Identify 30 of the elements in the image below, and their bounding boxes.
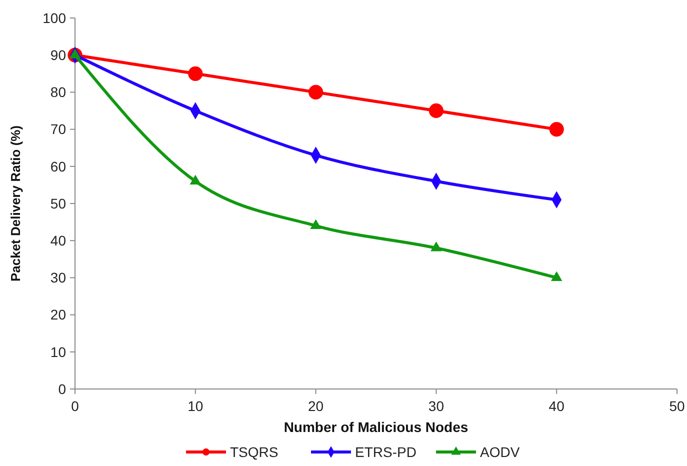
point xyxy=(190,174,202,184)
point xyxy=(308,84,324,100)
y-axis-title: Packet Delivery Ratio (%) xyxy=(8,125,23,282)
x-tick-label: 40 xyxy=(548,398,565,414)
point xyxy=(549,122,564,137)
y-tick-label: 80 xyxy=(50,84,66,100)
x-tick-label: 50 xyxy=(669,398,685,414)
y-tick-label: 50 xyxy=(50,195,66,212)
x-tick-label: 10 xyxy=(188,398,204,414)
y-tick-label: 10 xyxy=(50,344,66,360)
y-tick-label: 20 xyxy=(50,306,66,323)
point xyxy=(188,66,203,81)
y-tick-label: 90 xyxy=(50,47,66,63)
point xyxy=(428,103,444,118)
y-tick-label: 30 xyxy=(50,270,66,286)
legend-label: TSQRS xyxy=(230,444,278,460)
y-tick-label: 60 xyxy=(50,158,66,174)
x-tick-label: 20 xyxy=(308,398,324,414)
y-tick-label: 70 xyxy=(50,121,66,138)
y-tick-label: 100 xyxy=(42,10,66,26)
y-tick-label: 0 xyxy=(58,380,66,397)
legend-label: ETRS-PD xyxy=(355,444,416,460)
y-tick-label: 40 xyxy=(50,232,66,248)
point xyxy=(550,271,562,281)
x-tick-label: 0 xyxy=(71,398,80,414)
x-axis-title: Number of Malicious Nodes xyxy=(284,419,468,435)
point xyxy=(310,219,322,230)
legend-label: AODV xyxy=(480,444,520,460)
x-tick-label: 30 xyxy=(428,398,444,414)
point xyxy=(430,242,442,252)
